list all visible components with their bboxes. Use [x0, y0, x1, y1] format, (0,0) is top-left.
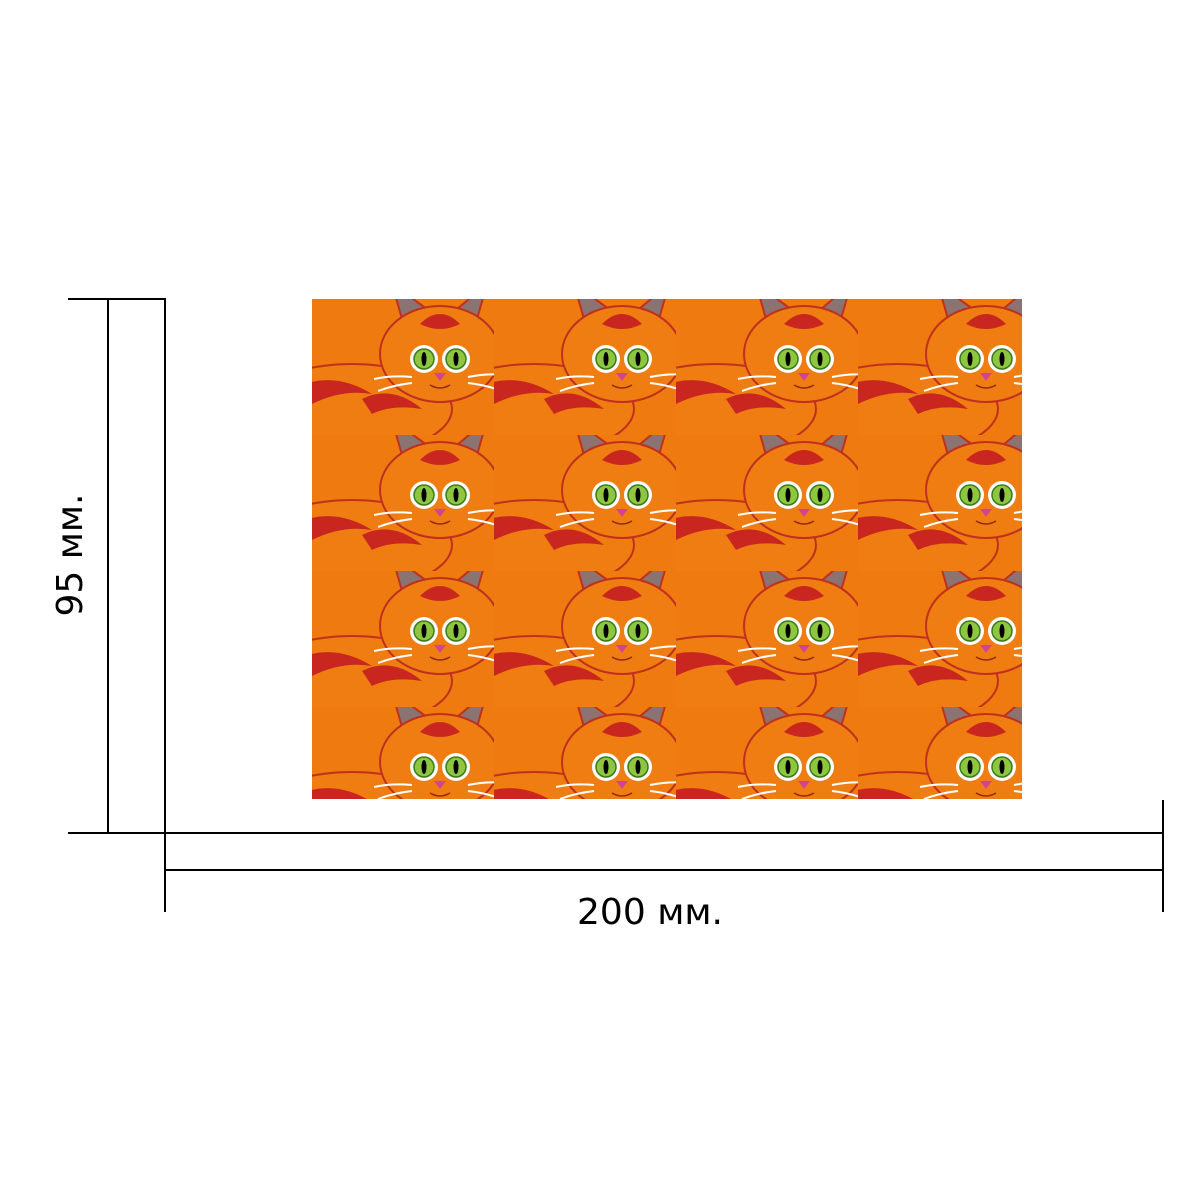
cat-pattern-image — [312, 299, 1022, 799]
height-label: 95 мм. — [50, 493, 91, 616]
width-label: 200 мм. — [577, 892, 723, 933]
